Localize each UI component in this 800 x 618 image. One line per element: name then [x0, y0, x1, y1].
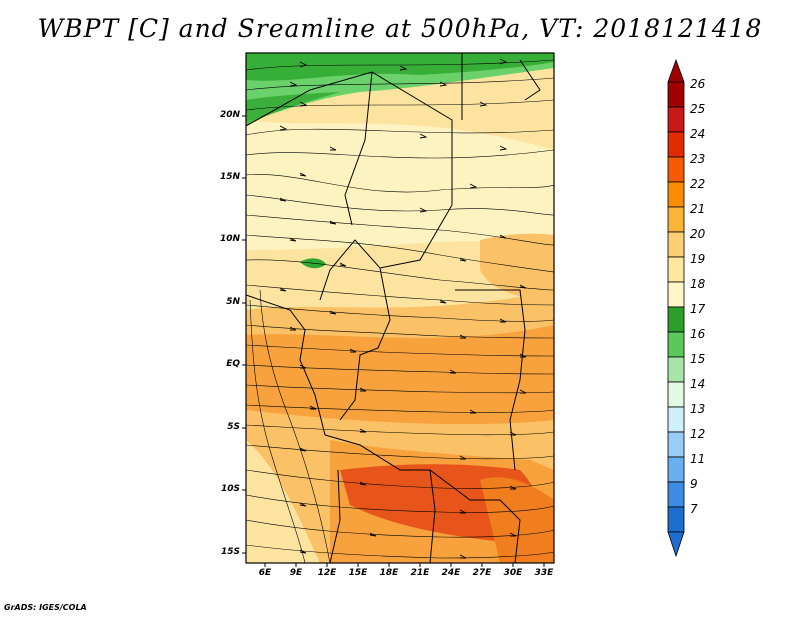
colorbar-label-4: 22 [690, 177, 706, 191]
lon-label-9e: 9E [289, 568, 303, 578]
colorbar-label-12: 14 [690, 377, 706, 391]
colorbar-label-0: 26 [690, 77, 706, 91]
colorbar-box-11 [667, 356, 685, 383]
lon-label-6e: 6E [258, 568, 272, 578]
lat-label-eq: EQ [226, 359, 240, 369]
colorbar-label-11: 15 [690, 352, 706, 366]
lat-label-10s: 10S [220, 484, 240, 494]
wbpt-field [246, 53, 554, 563]
lon-label-33e: 33E [534, 568, 554, 578]
colorbar-box-2 [667, 131, 685, 158]
colorbar-box-3 [667, 156, 685, 183]
colorbar-label-14: 12 [690, 427, 706, 441]
colorbar-box-7 [667, 256, 685, 283]
colorbar-box-0 [667, 81, 685, 108]
streamlines [246, 59, 554, 563]
colorbar-box-10 [667, 331, 685, 358]
lon-label-18e: 18E [379, 568, 399, 578]
colorbar-label-16: 9 [690, 477, 698, 491]
colorbar [667, 58, 685, 558]
lon-label-12e: 12E [317, 568, 337, 578]
colorbar-box-8 [667, 281, 685, 308]
colorbar-label-13: 13 [690, 402, 706, 416]
lat-label-20n: 20N [219, 110, 240, 120]
lat-label-15s: 15S [220, 547, 240, 557]
colorbar-label-17: 7 [690, 502, 698, 516]
colorbar-label-3: 23 [690, 152, 706, 166]
lon-label-24e: 24E [441, 568, 461, 578]
grads-credit: GrADS: IGES/COLA [4, 603, 87, 612]
lat-label-5s: 5S [227, 422, 240, 432]
lon-label-27e: 27E [472, 568, 492, 578]
map-title: WBPT [C] and Sreamline at 500hPa, VT: 20… [37, 14, 763, 43]
colorbar-label-7: 19 [690, 252, 706, 266]
colorbar-label-1: 25 [690, 102, 706, 116]
streamline-arrows [279, 58, 527, 559]
colorbar-label-2: 24 [690, 127, 706, 141]
colorbar-box-14 [667, 431, 685, 458]
colorbar-box-15 [667, 456, 685, 483]
colorbar-bottom-arrow [667, 531, 685, 558]
lon-label-30e: 30E [503, 568, 523, 578]
axis-ticks [242, 115, 545, 567]
colorbar-box-5 [667, 206, 685, 233]
colorbar-box-16 [667, 481, 685, 508]
lon-label-21e: 21E [410, 568, 430, 578]
colorbar-box-9 [667, 306, 685, 333]
lat-label-10n: 10N [219, 234, 240, 244]
colorbar-label-8: 18 [690, 277, 706, 291]
colorbar-label-6: 20 [690, 227, 706, 241]
colorbar-label-10: 16 [690, 327, 706, 341]
map-frame [245, 52, 555, 564]
colorbar-box-4 [667, 181, 685, 208]
lon-label-15e: 15E [348, 568, 368, 578]
colorbar-label-9: 17 [690, 302, 706, 316]
colorbar-label-15: 11 [690, 452, 706, 466]
colorbar-box-6 [667, 231, 685, 258]
colorbar-top-arrow [667, 58, 685, 83]
colorbar-box-12 [667, 381, 685, 408]
colorbar-label-5: 21 [690, 202, 706, 216]
colorbar-box-17 [667, 506, 685, 533]
lat-label-15n: 15N [219, 172, 240, 182]
colorbar-box-1 [667, 106, 685, 133]
colorbar-box-13 [667, 406, 685, 433]
lat-label-5n: 5N [226, 297, 240, 307]
